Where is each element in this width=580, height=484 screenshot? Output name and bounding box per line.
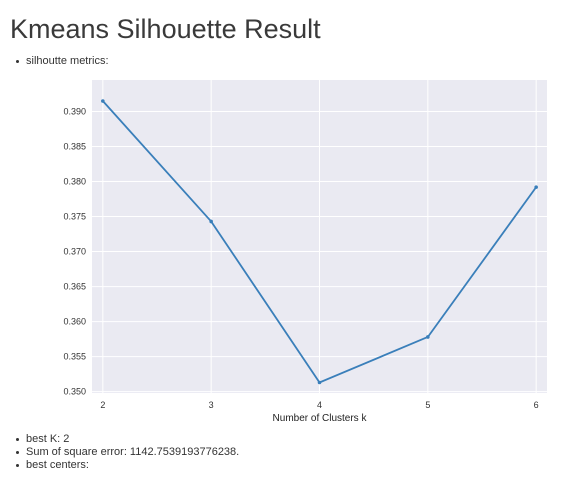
data-point [101, 99, 105, 103]
best-k-item: best K: 2 [15, 433, 239, 446]
metrics-label: silhoutte metrics: [16, 55, 109, 67]
results-list: best K: 2 Sum of square error: 1142.7539… [15, 433, 240, 472]
y-tick-label: 0.390 [63, 107, 86, 117]
y-tick-label: 0.380 [63, 177, 86, 187]
axis-ticks: 2 3 4 5 6 0.350 0.355 0.360 0.365 0.370 0.375 0.380… [63, 107, 538, 410]
series-layer [101, 99, 538, 385]
metrics-list: silhoutte metrics: [16, 55, 109, 68]
y-tick-label: 0.375 [63, 212, 86, 222]
x-tick-label: 5 [425, 400, 430, 410]
y-tick-label: 0.370 [63, 247, 86, 257]
y-tick-label: 0.360 [63, 317, 86, 327]
silhouette-chart: 2 3 4 5 6 0.350 0.355 0.360 0.365 0.370 0.375 0.380… [63, 80, 547, 424]
x-axis-label: Number of Clusters k [273, 413, 368, 424]
y-tick-label: 0.385 [63, 142, 86, 152]
data-point [209, 219, 213, 224]
x-tick-label: 3 [209, 400, 214, 410]
data-point [534, 185, 538, 189]
page-title: Kmeans Silhouette Result [10, 14, 321, 44]
y-tick-label: 0.350 [63, 387, 86, 397]
x-tick-label: 4 [317, 400, 322, 410]
y-tick-label: 0.355 [63, 352, 86, 362]
y-tick-label: 0.365 [63, 282, 86, 292]
x-tick-label: 6 [534, 400, 539, 410]
x-tick-label: 2 [100, 400, 105, 410]
data-point [426, 335, 430, 339]
sse-item: Sum of square error: 1142.7539193776238. [15, 446, 240, 458]
data-point [317, 380, 322, 385]
grid-lines [92, 80, 547, 393]
best-centers-item: best centers: [15, 459, 239, 472]
